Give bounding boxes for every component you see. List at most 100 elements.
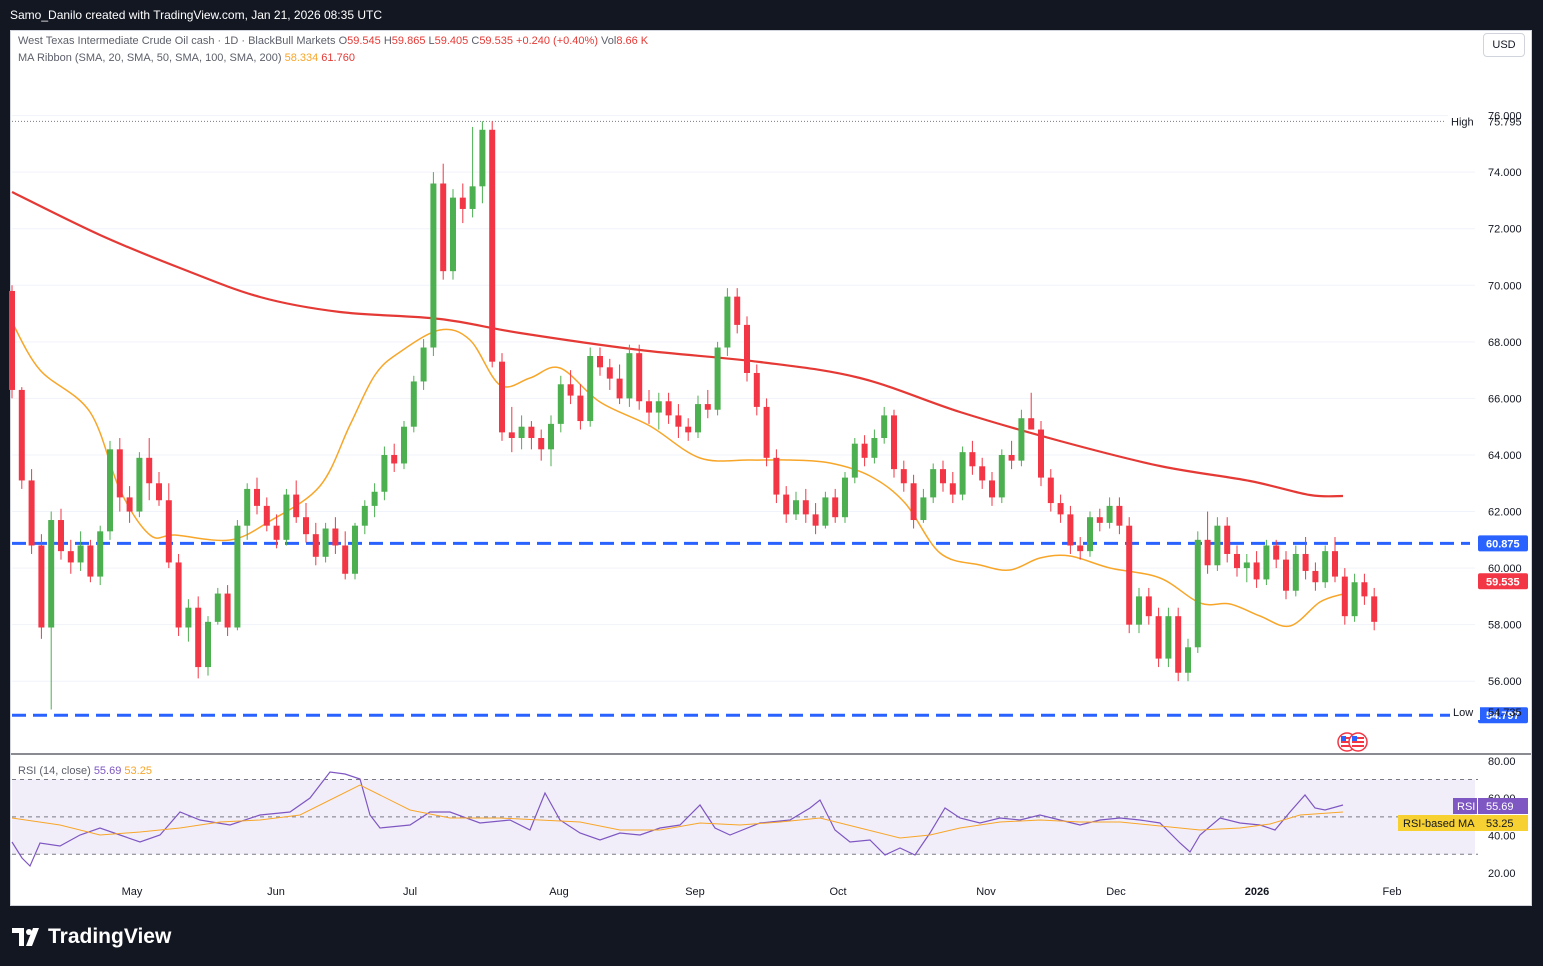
candle-63 [626,344,633,407]
candle-31 [312,522,319,566]
change-value: +0.240 (+0.40%) [516,35,598,47]
candle-87 [861,435,868,467]
candle-66 [655,392,662,430]
candle-90 [891,409,897,478]
price-tick-10: 76.000 [1488,111,1522,123]
high-value: 59.865 [391,35,426,47]
candle-85 [842,471,848,523]
candle-body-59 [587,356,594,422]
candle-body-11 [116,449,123,498]
candle-body-62 [616,378,623,399]
candle-77 [763,398,770,467]
rsi-tick-3: 80.00 [1488,756,1516,768]
candle-body-72 [714,347,721,410]
candle-body-28 [283,494,290,540]
candle-body-74 [734,296,741,325]
price-tick-1: 58.000 [1488,620,1522,632]
tradingview-logo-text: TradingView [48,925,172,948]
candle-body-19 [195,607,202,668]
candle-96 [949,471,956,504]
candle-body-111 [1096,517,1103,523]
candle-34 [342,531,349,580]
us-flag-icon-1 [1348,732,1368,752]
candle-body-75 [744,324,750,373]
candle-47 [469,126,476,218]
level-label-bg-1 [1478,707,1528,724]
currency-button[interactable]: USD [1483,33,1525,57]
candle-body-24 [244,488,251,526]
time-axis: May Jun Jul Aug Sep Oct Nov Dec 2026 Feb [122,886,1402,898]
candle-1 [18,387,25,489]
candle-body-17 [175,562,182,628]
rsi-tick-1: 40.00 [1488,831,1516,843]
tradingview-logo[interactable]: TradingView [12,924,171,950]
candle-body-41 [410,381,417,427]
candle-7 [77,531,84,571]
candle-72 [714,341,721,416]
candle-116 [1145,587,1152,625]
rsi-tick-0: 20.00 [1488,868,1516,880]
candle-42 [420,339,427,390]
us-flag-icon-stripe-c-1 [1352,745,1364,747]
candle-body-105 [1038,429,1044,478]
us-flag-icon-stripe-b-1 [1352,741,1364,743]
rsi-ma-value-bg [1478,815,1528,831]
candle-body-108 [1067,514,1074,546]
candle-body-6 [67,551,74,563]
candle-64 [636,344,643,410]
candle-body-127 [1253,562,1260,580]
low-label-bg [1450,703,1480,720]
rsi-ma-name-bg [1398,815,1478,831]
candle-60 [597,347,603,376]
candle-126 [1243,553,1250,583]
candle-body-97 [959,452,966,495]
candle-136 [1341,568,1348,625]
last-price-label: 59.535 [1486,576,1520,588]
candle-body-92 [910,483,917,521]
high-label: High [1451,116,1474,128]
level-label-bg-0 [1478,535,1528,552]
candle-38 [381,446,388,501]
candle-body-91 [900,469,907,484]
candle-21 [214,587,221,625]
candle-93 [920,488,927,523]
candle-40 [401,421,407,470]
candle-body-121 [1194,539,1201,648]
candle-body-51 [508,432,515,439]
candle-body-50 [499,361,505,433]
candle-97 [959,446,966,501]
candle-body-2 [28,480,35,546]
candle-body-66 [655,401,662,413]
candle-body-23 [234,525,241,628]
candle-69 [685,418,692,441]
candle-body-90 [891,415,897,470]
candle-body-133 [1312,570,1319,583]
us-flag-icon-canton-1 [1352,736,1357,741]
candle-124 [1224,517,1231,563]
candle-body-7 [77,545,84,563]
candle-139 [1371,587,1378,631]
candle-body-119 [1175,616,1182,673]
candle-body-114 [1126,525,1133,625]
candle-body-88 [871,438,878,458]
close-label: C [471,35,480,47]
candle-body-125 [1234,553,1240,569]
candle-body-104 [1028,418,1035,430]
candle-body-21 [214,593,221,622]
ma-legend: MA Ribbon (SMA, 20, SMA, 50, SMA, 100, S… [18,52,355,64]
rsi-axis-value: 55.69 [1486,801,1514,813]
candle-body-22 [224,593,231,628]
candle-49 [489,121,496,368]
candle-111 [1096,508,1103,532]
candle-body-12 [126,497,133,512]
candle-35 [352,522,358,580]
candle-104 [1028,392,1035,430]
candle-body-25 [254,488,260,506]
candle-body-33 [332,528,339,546]
price-tick-6: 68.000 [1488,337,1522,349]
candle-body-55 [548,423,554,450]
candle-121 [1194,531,1201,653]
sma-200-line [11,191,1344,498]
candle-108 [1067,505,1074,554]
